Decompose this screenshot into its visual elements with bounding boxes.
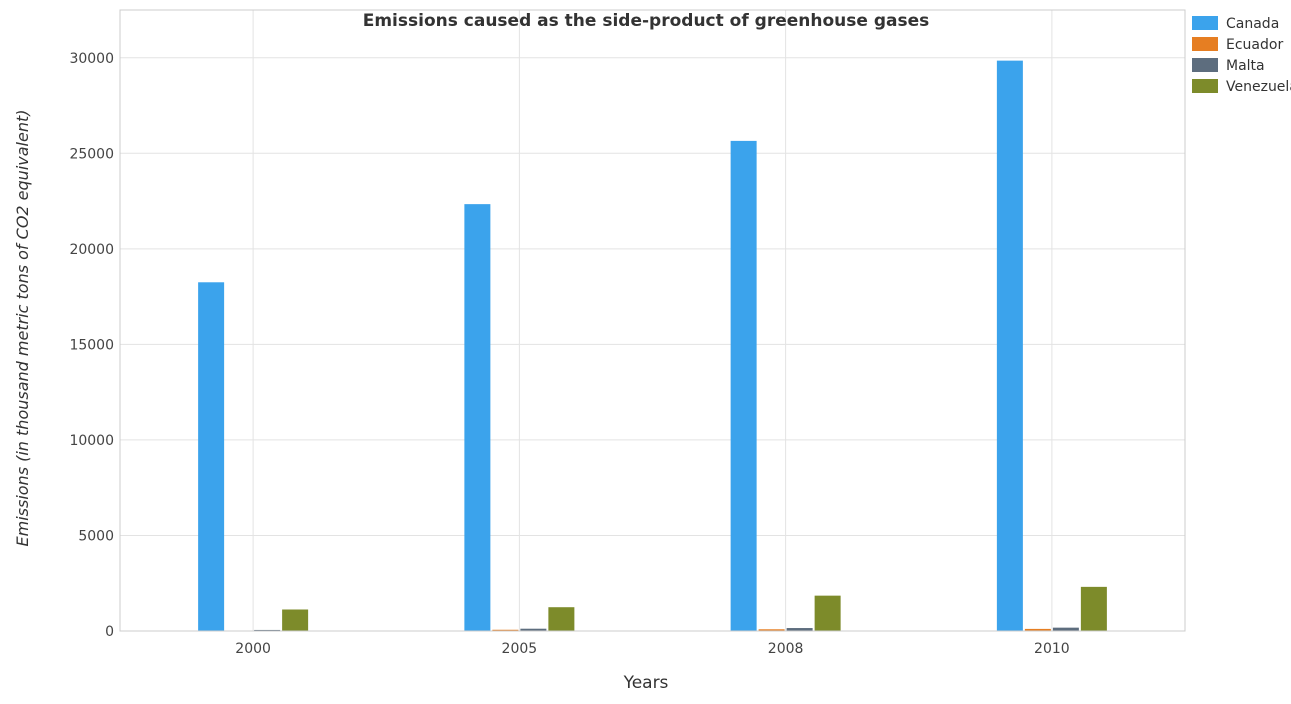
bar-canada-2000	[198, 282, 225, 631]
bar-canada-2005	[464, 204, 491, 631]
axes: 0 5000 10000 15000 20000 25000 30000 2000 2005 20…	[69, 9, 1186, 657]
plot-frame	[119, 9, 1186, 632]
x-tick-label: 2000	[235, 641, 271, 657]
legend-swatch-venezuela	[1192, 79, 1218, 93]
bar-canada-2008	[730, 140, 757, 631]
y-axis-label: Emissions (in thousand metric tons of CO…	[13, 110, 32, 547]
grid-lines	[120, 10, 1185, 632]
y-tick-label: 25000	[69, 146, 114, 162]
x-tick-label: 2005	[502, 641, 538, 657]
legend-label-malta: Malta	[1226, 58, 1265, 74]
legend-label-canada: Canada	[1226, 16, 1279, 32]
y-tick-label: 30000	[69, 51, 114, 67]
bar-malta-2010	[1052, 627, 1079, 631]
bar-malta-2005	[520, 628, 547, 631]
bar-malta-2008	[786, 628, 813, 631]
y-tick-label: 15000	[69, 337, 114, 353]
bar-venezuela-2008	[814, 595, 841, 631]
x-tick-label: 2010	[1034, 641, 1070, 657]
bar-ecuador-2010	[1024, 628, 1051, 631]
legend-label-ecuador: Ecuador	[1226, 37, 1283, 53]
chart-title: Emissions caused as the side-product of …	[363, 11, 930, 31]
bar-ecuador-2008	[758, 629, 785, 631]
legend-swatch-ecuador	[1192, 37, 1218, 51]
x-tick-label: 2008	[768, 641, 804, 657]
legend-label-venezuela: Venezuela	[1226, 79, 1291, 95]
bar-ecuador-2005	[492, 629, 519, 631]
bar-malta-2000	[254, 629, 281, 631]
legend-swatch-malta	[1192, 58, 1218, 72]
bar-venezuela-2000	[282, 609, 309, 631]
x-axis-label: Years	[623, 673, 669, 693]
y-tick-label: 10000	[69, 433, 114, 449]
y-tick-label: 0	[105, 624, 114, 640]
y-tick-label: 20000	[69, 242, 114, 258]
legend: Canada Ecuador Malta Venezuela	[1192, 16, 1291, 95]
bars	[198, 60, 1107, 632]
bar-canada-2010	[996, 60, 1023, 632]
legend-swatch-canada	[1192, 16, 1218, 30]
bar-venezuela-2010	[1080, 586, 1107, 631]
bar-venezuela-2005	[548, 607, 575, 631]
y-tick-label: 5000	[78, 528, 114, 544]
